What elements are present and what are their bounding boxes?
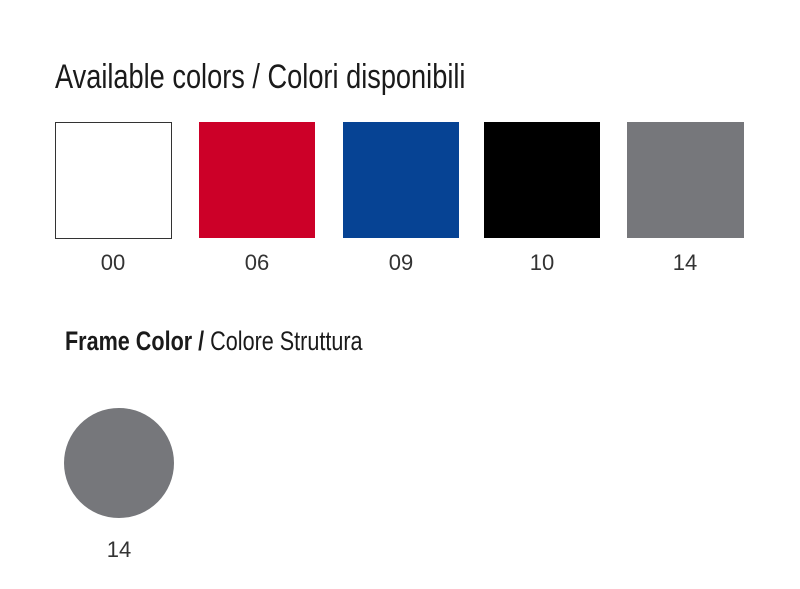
swatch-code: 14 <box>673 250 697 275</box>
swatch <box>343 122 459 238</box>
swatch-code: 09 <box>389 250 413 275</box>
swatch <box>199 122 315 238</box>
swatch-code: 06 <box>245 250 269 275</box>
frame-title-en: Frame Color / <box>65 327 204 357</box>
frame-title: Frame Color / Colore Struttura <box>65 327 363 357</box>
frame-title-it: Colore Struttura <box>210 327 363 357</box>
title-en: Available colors / <box>55 57 260 96</box>
frame-swatch-code: 14 <box>107 537 131 562</box>
swatch-code: 00 <box>101 250 125 275</box>
title-it: Colori disponibili <box>268 57 466 96</box>
section-title: Available colors / Colori disponibili <box>55 57 465 96</box>
frame-swatch <box>64 408 174 518</box>
swatch <box>484 122 600 238</box>
swatch <box>55 122 172 239</box>
swatch-code: 10 <box>530 250 554 275</box>
swatch <box>627 122 744 238</box>
